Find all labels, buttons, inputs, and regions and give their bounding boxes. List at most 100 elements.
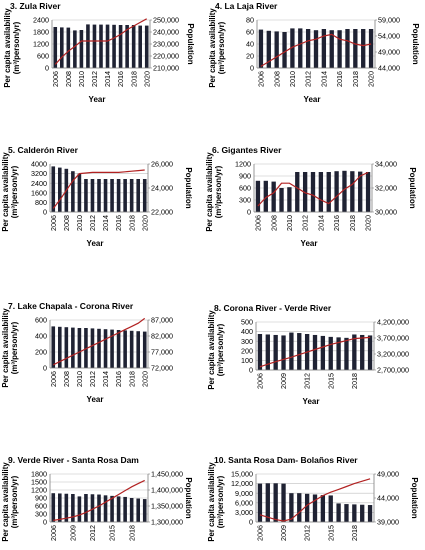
data-bar xyxy=(84,494,88,522)
data-bar xyxy=(368,29,374,68)
data-bar xyxy=(64,327,69,368)
x-tick-label: 2006 xyxy=(256,373,265,389)
y2-axis-label: Population xyxy=(408,167,417,208)
data-bar xyxy=(255,180,261,212)
chart-panel-5: 7. Lake Chapala - Corona River 0 200 400 600… xyxy=(1,301,173,404)
y-tick-label: 1600 xyxy=(31,188,47,197)
data-bar xyxy=(320,335,326,370)
x-tick-label: 2014 xyxy=(316,215,325,231)
y-axis-label: Per capita availability(m³/person/yr) xyxy=(207,310,225,390)
y-axis-label-line: (m³/person/yr) xyxy=(214,165,223,218)
y-tick-label: 0 xyxy=(45,64,49,73)
data-bar xyxy=(271,181,276,212)
y2-tick-label: 210,000 xyxy=(153,64,179,73)
y2-tick-label: 1,400,000 xyxy=(151,486,183,495)
y2-tick-label: 3,200,000 xyxy=(377,350,409,359)
y2-tick-label: 39,000 xyxy=(377,518,399,527)
y-tick-label: 0 xyxy=(43,208,47,217)
x-tick-label: 2018 xyxy=(127,215,136,231)
y2-tick-label: 72,000 xyxy=(151,364,173,373)
data-bar xyxy=(344,337,349,370)
x-tick-label: 2014 xyxy=(101,371,110,387)
y-tick-label: 0 xyxy=(43,518,47,527)
chart-title: 10. Santa Rosa Dam- Bolaños River xyxy=(214,455,358,465)
y-tick-label: 200 xyxy=(241,346,253,355)
x-tick-label: 2018 xyxy=(350,373,359,389)
data-bar xyxy=(360,334,365,370)
data-bar xyxy=(358,171,363,212)
y2-axis-label: Population xyxy=(186,23,195,64)
y-tick-label: 800 xyxy=(35,198,47,207)
y-tick-label: 900 xyxy=(35,494,47,503)
x-tick-label: 2012 xyxy=(301,215,310,231)
y-tick-label: 0 xyxy=(247,208,251,217)
chart-panel-6: 8. Corona River - Verde River01002003004… xyxy=(207,303,409,406)
x-tick-label: 2018 xyxy=(127,371,136,387)
population-line xyxy=(53,479,145,521)
data-bar xyxy=(110,179,114,212)
y2-tick-label: 77,000 xyxy=(151,348,173,357)
y2-tick-label: 22,000 xyxy=(151,208,173,217)
data-bar xyxy=(304,493,310,522)
data-bar xyxy=(360,504,365,522)
y-axis-label-line: Per capita availability xyxy=(207,462,216,542)
population-line xyxy=(259,478,371,522)
data-bar xyxy=(51,166,56,212)
x-tick-label: 2012 xyxy=(303,373,312,389)
data-bar xyxy=(361,29,366,68)
y2-tick-label: 44,000 xyxy=(377,494,399,503)
data-bar xyxy=(84,179,88,212)
data-bar xyxy=(281,335,286,370)
x-tick-label: 2012 xyxy=(304,71,313,87)
data-bar xyxy=(71,171,75,212)
data-bar xyxy=(302,172,308,212)
x-tick-label: 2006 xyxy=(49,215,58,231)
y-tick-label: 20 xyxy=(246,52,254,61)
x-tick-label: 2006 xyxy=(257,71,266,87)
y-tick-label: 60 xyxy=(246,28,254,37)
x-tick-label: 2016 xyxy=(114,215,123,231)
data-bar xyxy=(90,179,95,212)
x-tick-label: 2016 xyxy=(114,371,123,387)
x-tick-label: 2020 xyxy=(367,71,376,87)
y2-axis-label: Population xyxy=(184,477,193,518)
y2-axis-label: Population xyxy=(184,167,193,208)
data-bar xyxy=(297,493,302,522)
y-tick-label: 600 xyxy=(35,502,47,511)
data-bar xyxy=(265,483,270,522)
y-tick-label: 0 xyxy=(250,64,254,73)
x-tick-label: 2012 xyxy=(90,71,99,87)
data-bar xyxy=(77,328,82,368)
data-bar xyxy=(129,330,134,368)
data-bar xyxy=(116,330,121,368)
chart-panel-7: 9. Verde River - Santa Rosa Dam 030060090… xyxy=(1,455,193,550)
y-axis-label-line: Per capita availability xyxy=(3,8,12,88)
y-tick-label: 1800 xyxy=(33,28,49,37)
y-tick-label: 3,000 xyxy=(235,508,253,517)
data-bar xyxy=(353,29,358,68)
y-tick-label: 40 xyxy=(246,40,254,49)
data-bar xyxy=(287,187,292,212)
data-bar xyxy=(118,25,123,68)
chart-title: 7. Lake Chapala - Corona River xyxy=(8,301,134,311)
x-tick-label: 2012 xyxy=(303,525,312,541)
y2-tick-label: 34,000 xyxy=(375,160,397,169)
population-line xyxy=(52,169,145,209)
data-bar xyxy=(138,25,142,69)
x-tick-label: 2006 xyxy=(254,215,263,231)
data-bar xyxy=(123,496,127,522)
y-axis-label: Per capita availability(m³/person/yr) xyxy=(1,308,19,388)
y2-tick-label: 30,000 xyxy=(375,208,397,217)
data-bar xyxy=(142,331,147,368)
data-bar xyxy=(51,493,56,522)
y-tick-label: 200 xyxy=(35,348,47,357)
data-bar xyxy=(328,495,333,522)
x-axis-label: Year xyxy=(89,95,106,104)
y2-tick-label: 2,700,000 xyxy=(377,366,409,375)
data-bar xyxy=(297,333,302,370)
y-tick-label: 100 xyxy=(241,356,253,365)
y-axis-label-line: Per capita availability xyxy=(208,8,217,88)
data-bar xyxy=(265,334,270,370)
y-axis-label-line: (m³/person/yr) xyxy=(217,21,226,74)
y2-tick-label: 44,000 xyxy=(378,64,400,73)
